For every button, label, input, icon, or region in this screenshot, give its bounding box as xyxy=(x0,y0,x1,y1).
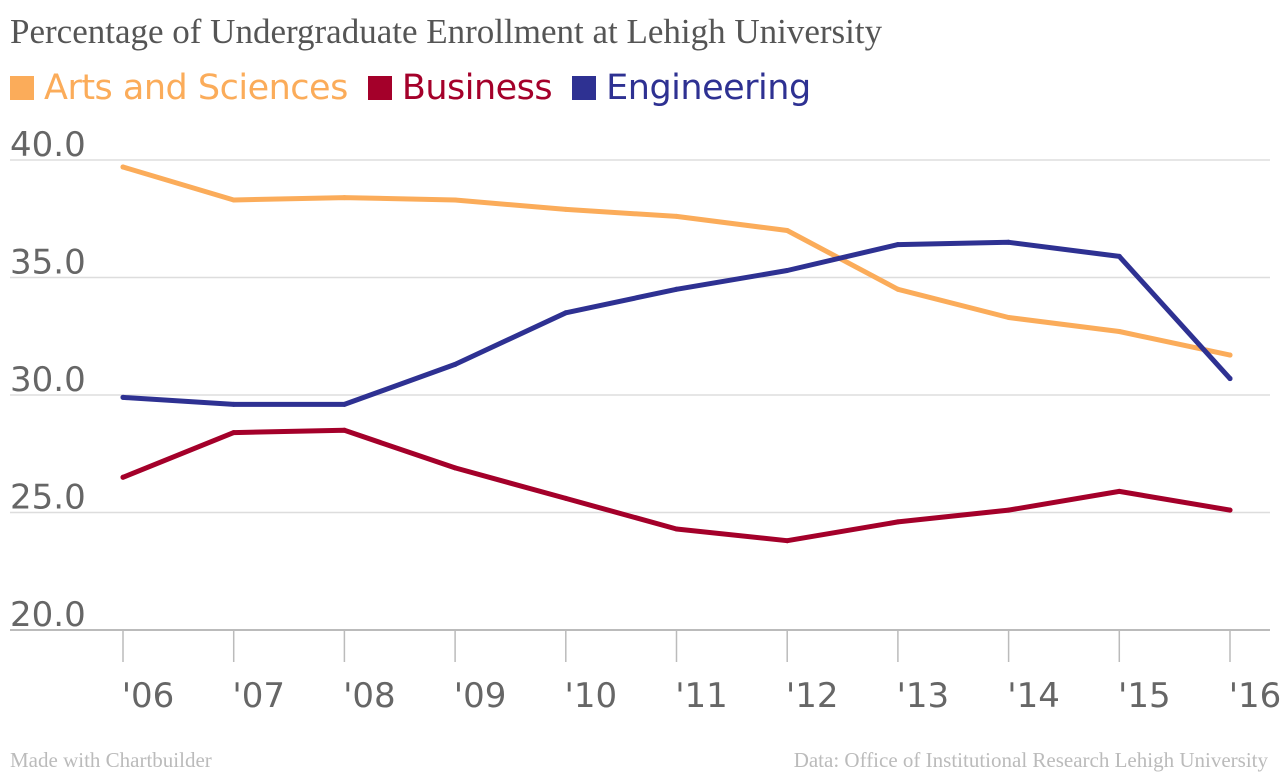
legend-item-business: Business xyxy=(367,66,553,110)
data-point-engineering xyxy=(1006,239,1012,245)
x-tick-label: '16 xyxy=(1229,676,1280,716)
data-point-engineering xyxy=(674,286,679,292)
data-point-arts-and-sciences xyxy=(120,164,126,170)
x-tick-label: '07 xyxy=(232,676,285,716)
data-point-engineering xyxy=(341,401,347,407)
y-tick-label: 25.0 xyxy=(10,478,86,518)
chart-title: Percentage of Undergraduate Enrollment a… xyxy=(10,12,883,51)
y-tick-label: 40.0 xyxy=(10,125,86,165)
data-point-engineering xyxy=(1116,253,1122,259)
legend-item-engineering: Engineering xyxy=(572,66,811,110)
data-point-business xyxy=(1006,507,1012,513)
x-tick-label: '09 xyxy=(454,676,507,716)
data-point-arts-and-sciences xyxy=(1227,352,1233,358)
series-line-business xyxy=(120,427,1233,544)
y-tick-label: 20.0 xyxy=(10,595,86,635)
data-point-business xyxy=(1116,488,1122,494)
data-point-arts-and-sciences xyxy=(563,206,569,212)
data-point-arts-and-sciences xyxy=(895,286,901,292)
data-point-engineering xyxy=(1227,376,1233,382)
legend-label-arts-and-sciences: Arts and Sciences xyxy=(44,68,348,108)
series-line-arts-and-sciences xyxy=(120,164,1233,358)
data-point-arts-and-sciences xyxy=(452,197,458,203)
data-point-arts-and-sciences xyxy=(674,213,679,219)
legend-label-business: Business xyxy=(401,68,553,108)
y-tick-label: 35.0 xyxy=(10,243,86,283)
x-tick-label: '10 xyxy=(564,676,617,716)
data-point-engineering xyxy=(120,394,126,400)
data-point-business xyxy=(674,526,679,532)
chart-legend: Arts and Sciences Business Engineering xyxy=(10,66,831,110)
data-point-engineering xyxy=(895,242,901,248)
data-point-engineering xyxy=(452,361,458,367)
x-tick-label: '08 xyxy=(343,676,396,716)
x-tick-label: '06 xyxy=(122,676,175,716)
data-point-business xyxy=(120,474,126,480)
data-point-arts-and-sciences xyxy=(784,228,790,233)
legend-item-arts-and-sciences: Arts and Sciences xyxy=(10,66,348,110)
legend-swatch-business xyxy=(367,76,392,100)
x-tick-label: '12 xyxy=(786,676,839,716)
x-tick-label: '14 xyxy=(1007,676,1060,716)
x-tick-label: '11 xyxy=(675,676,728,716)
data-point-engineering xyxy=(784,267,790,273)
data-point-arts-and-sciences xyxy=(341,195,347,201)
legend-swatch-arts-and-sciences xyxy=(10,76,34,100)
data-point-arts-and-sciences xyxy=(1116,329,1122,335)
data-point-business xyxy=(784,538,790,544)
data-point-business xyxy=(895,519,901,525)
data-point-engineering xyxy=(231,401,237,407)
x-tick-label: '13 xyxy=(897,676,950,716)
data-point-business xyxy=(341,427,347,433)
footer-credit: Made with Chartbuilder xyxy=(10,748,212,772)
legend-swatch-engineering xyxy=(572,76,597,100)
data-point-business xyxy=(231,430,237,436)
data-point-engineering xyxy=(563,310,569,316)
legend-label-engineering: Engineering xyxy=(606,68,811,108)
footer-data-source: Data: Office of Institutional Research L… xyxy=(793,748,1268,772)
x-tick-label: '15 xyxy=(1118,676,1171,716)
data-point-business xyxy=(1227,507,1233,513)
data-point-business xyxy=(563,495,569,501)
data-point-business xyxy=(452,465,458,471)
data-point-arts-and-sciences xyxy=(1006,314,1012,320)
y-tick-label: 30.0 xyxy=(10,360,86,400)
data-point-arts-and-sciences xyxy=(231,197,237,203)
